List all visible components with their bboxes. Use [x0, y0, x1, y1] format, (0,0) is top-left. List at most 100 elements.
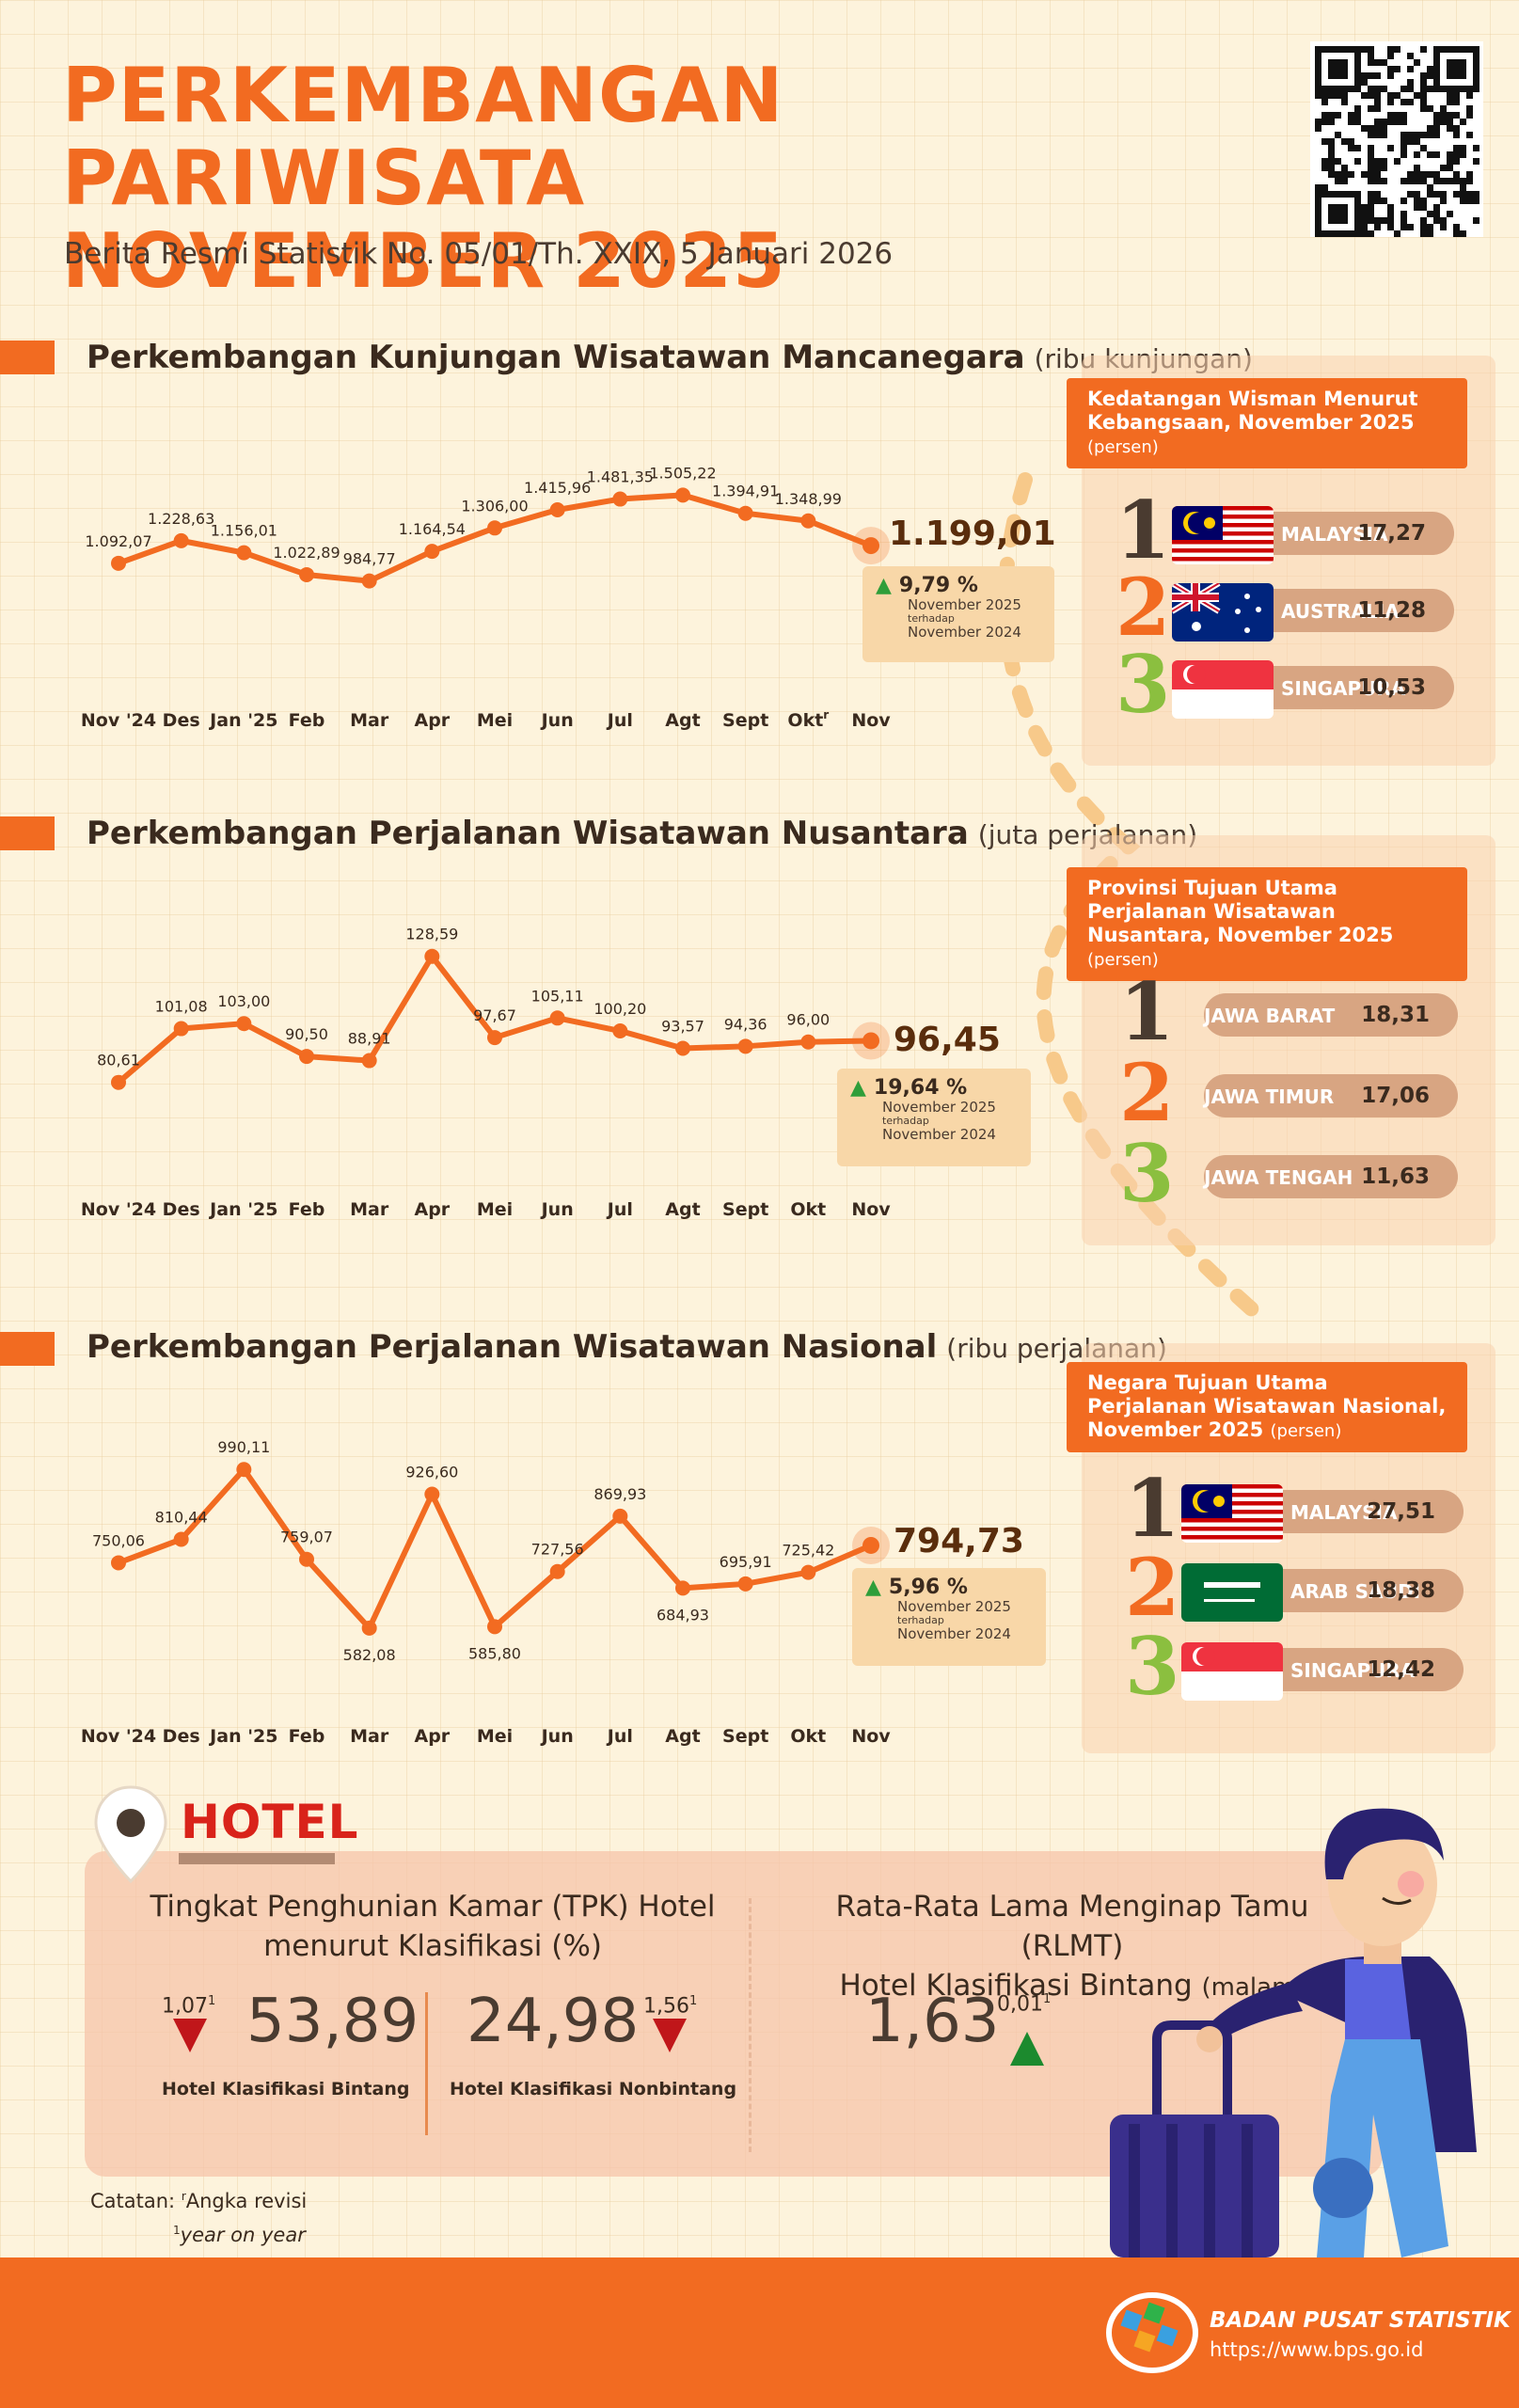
- data-label: 1.348,99: [775, 490, 842, 508]
- data-label: 984,77: [343, 550, 396, 568]
- singapore-flag-icon: [1172, 660, 1274, 719]
- x-tick-label: Jul: [606, 710, 633, 731]
- bintang-change: 1,071: [162, 1994, 215, 2018]
- x-tick-label: Nov '24: [81, 1199, 156, 1220]
- data-label: 1.164,54: [399, 520, 466, 538]
- up-arrow-icon: ▲: [865, 1576, 881, 1599]
- rank-number: 1: [1116, 483, 1171, 577]
- notes-revisi: Angka revisi: [185, 2190, 308, 2212]
- rank-value: 12,42: [1367, 1657, 1435, 1682]
- wisnus-change-l1: November 2025: [882, 1099, 996, 1116]
- data-point: [236, 545, 252, 561]
- data-label: 727,56: [531, 1541, 584, 1559]
- data-label: 725,42: [782, 1542, 834, 1560]
- data-label: 1.156,01: [211, 522, 277, 540]
- data-point: [675, 1040, 690, 1056]
- nonbintang-change-sup: 1: [688, 1994, 698, 2008]
- revision-mark: r: [823, 708, 829, 721]
- ranking-row: 1 MALAYSIA 17,27: [1116, 491, 1454, 570]
- wisnas-panel-header: Negara Tujuan Utama Perjalanan Wisatawan…: [1067, 1362, 1467, 1452]
- wisnas-change-l1: November 2025: [897, 1598, 1011, 1615]
- rlmt-change-sup: 1: [1042, 1992, 1052, 2006]
- wisman-change-l2: terhadap: [908, 612, 955, 625]
- x-tick-label: Des: [163, 710, 200, 731]
- data-point: [361, 573, 377, 589]
- x-tick-label: Okt: [790, 1199, 826, 1220]
- ranking-row: 2 ARAB SAUDI 18,38: [1125, 1548, 1464, 1627]
- rank-number: 2: [1125, 1541, 1180, 1634]
- rank-name: SINGAPURA: [1281, 677, 1406, 700]
- ranking-row: 2 JAWA TIMUR 17,06: [1119, 1054, 1458, 1133]
- footnotes: Catatan: rAngka revisi 1year on year: [90, 2182, 307, 2250]
- data-point: [424, 1486, 440, 1502]
- section-marker: [0, 341, 55, 374]
- notes-yoy: year on year: [180, 2224, 306, 2246]
- data-point: [800, 513, 816, 529]
- singapore-flag-icon: [1181, 1642, 1283, 1701]
- x-tick-label: Feb: [289, 1199, 325, 1220]
- data-point: [487, 520, 502, 536]
- data-label: 93,57: [661, 1018, 704, 1036]
- australia-flag-icon: [1172, 583, 1274, 642]
- x-tick-label: Feb: [289, 710, 325, 731]
- data-point: [236, 1462, 252, 1478]
- location-pin-icon: [94, 1785, 167, 1884]
- x-tick-label: Nov: [851, 1199, 891, 1220]
- x-tick-label: Des: [163, 1726, 200, 1747]
- x-tick-label: Jan '25: [208, 1726, 277, 1747]
- data-label: 96,00: [786, 1011, 830, 1029]
- data-point: [612, 491, 628, 507]
- wisnas-title-text: Perkembangan Perjalanan Wisatawan Nasion…: [87, 1328, 938, 1366]
- data-label: 94,36: [724, 1015, 767, 1033]
- data-point: [236, 1016, 252, 1032]
- x-tick-label: Nov '24: [81, 1726, 156, 1747]
- qr-code[interactable]: [1310, 41, 1483, 237]
- x-tick-label: Nov '24: [81, 710, 156, 731]
- data-label: 1.022,89: [273, 544, 340, 562]
- x-tick-label: Agt: [665, 710, 700, 731]
- x-tick-label: Mar: [350, 1199, 389, 1220]
- bps-org-name: BADAN PUSAT STATISTIK: [1210, 2308, 1511, 2333]
- bps-logo-icon[interactable]: [1100, 2286, 1204, 2380]
- wisman-latest-value: 1.199,01: [889, 515, 1056, 553]
- x-tick-label: Sept: [722, 1726, 768, 1747]
- x-tick-label: Jun: [540, 1726, 574, 1747]
- nonbintang-label: Hotel Klasifikasi Nonbintang: [450, 2079, 737, 2099]
- data-point: [173, 1021, 189, 1037]
- ranking-row: 2 AUSTRALIA 11,28: [1116, 568, 1454, 647]
- data-label: 695,91: [720, 1553, 772, 1571]
- data-point: [487, 1619, 502, 1635]
- data-point: [549, 502, 565, 518]
- data-label: 90,50: [285, 1025, 328, 1043]
- wisman-panel-unit: (persen): [1087, 437, 1159, 457]
- data-point: [737, 505, 753, 521]
- x-tick-label: Jul: [606, 1199, 633, 1220]
- wisnus-change-box: ▲ 19,64 % November 2025 terhadap November…: [837, 1069, 1031, 1166]
- rank-value: 10,53: [1357, 675, 1426, 700]
- rank-name: SINGAPURA: [1290, 1659, 1416, 1682]
- wisnus-title-text: Perkembangan Perjalanan Wisatawan Nusant…: [87, 815, 969, 852]
- wisnas-change-pct: 5,96 %: [888, 1576, 968, 1599]
- data-label: 585,80: [468, 1644, 521, 1662]
- data-label: 128,59: [405, 926, 458, 943]
- x-tick-label: Mei: [477, 1726, 513, 1747]
- tpk-title-l1: Tingkat Penghunian Kamar (TPK) Hotel: [150, 1890, 716, 1924]
- rank-value: 11,28: [1357, 598, 1426, 623]
- data-label: 88,91: [348, 1030, 391, 1048]
- notes-label: Catatan:: [90, 2190, 176, 2212]
- ranking-row: 3 JAWA TENGAH 11,63: [1119, 1134, 1458, 1213]
- bps-url[interactable]: https://www.bps.go.id: [1210, 2338, 1424, 2361]
- hotel-underline: [179, 1853, 335, 1864]
- data-label: 990,11: [217, 1438, 270, 1456]
- title-line-1: PERKEMBANGAN PARIWISATA: [62, 52, 784, 222]
- data-label: 1.092,07: [85, 532, 151, 550]
- x-tick-label: Apr: [414, 1726, 450, 1747]
- footer: [0, 2258, 1519, 2408]
- wisman-title-text: Perkembangan Kunjungan Wisatawan Mancane…: [87, 339, 1025, 376]
- data-label: 1.415,96: [524, 479, 591, 497]
- wisnas-section-title: Perkembangan Perjalanan Wisatawan Nasion…: [87, 1328, 1167, 1366]
- data-label: 750,06: [92, 1531, 145, 1549]
- tpk-title: Tingkat Penghunian Kamar (TPK) Hotel men…: [103, 1887, 762, 1966]
- traveler-illustration: [1110, 1808, 1477, 2258]
- data-point: [862, 1536, 879, 1554]
